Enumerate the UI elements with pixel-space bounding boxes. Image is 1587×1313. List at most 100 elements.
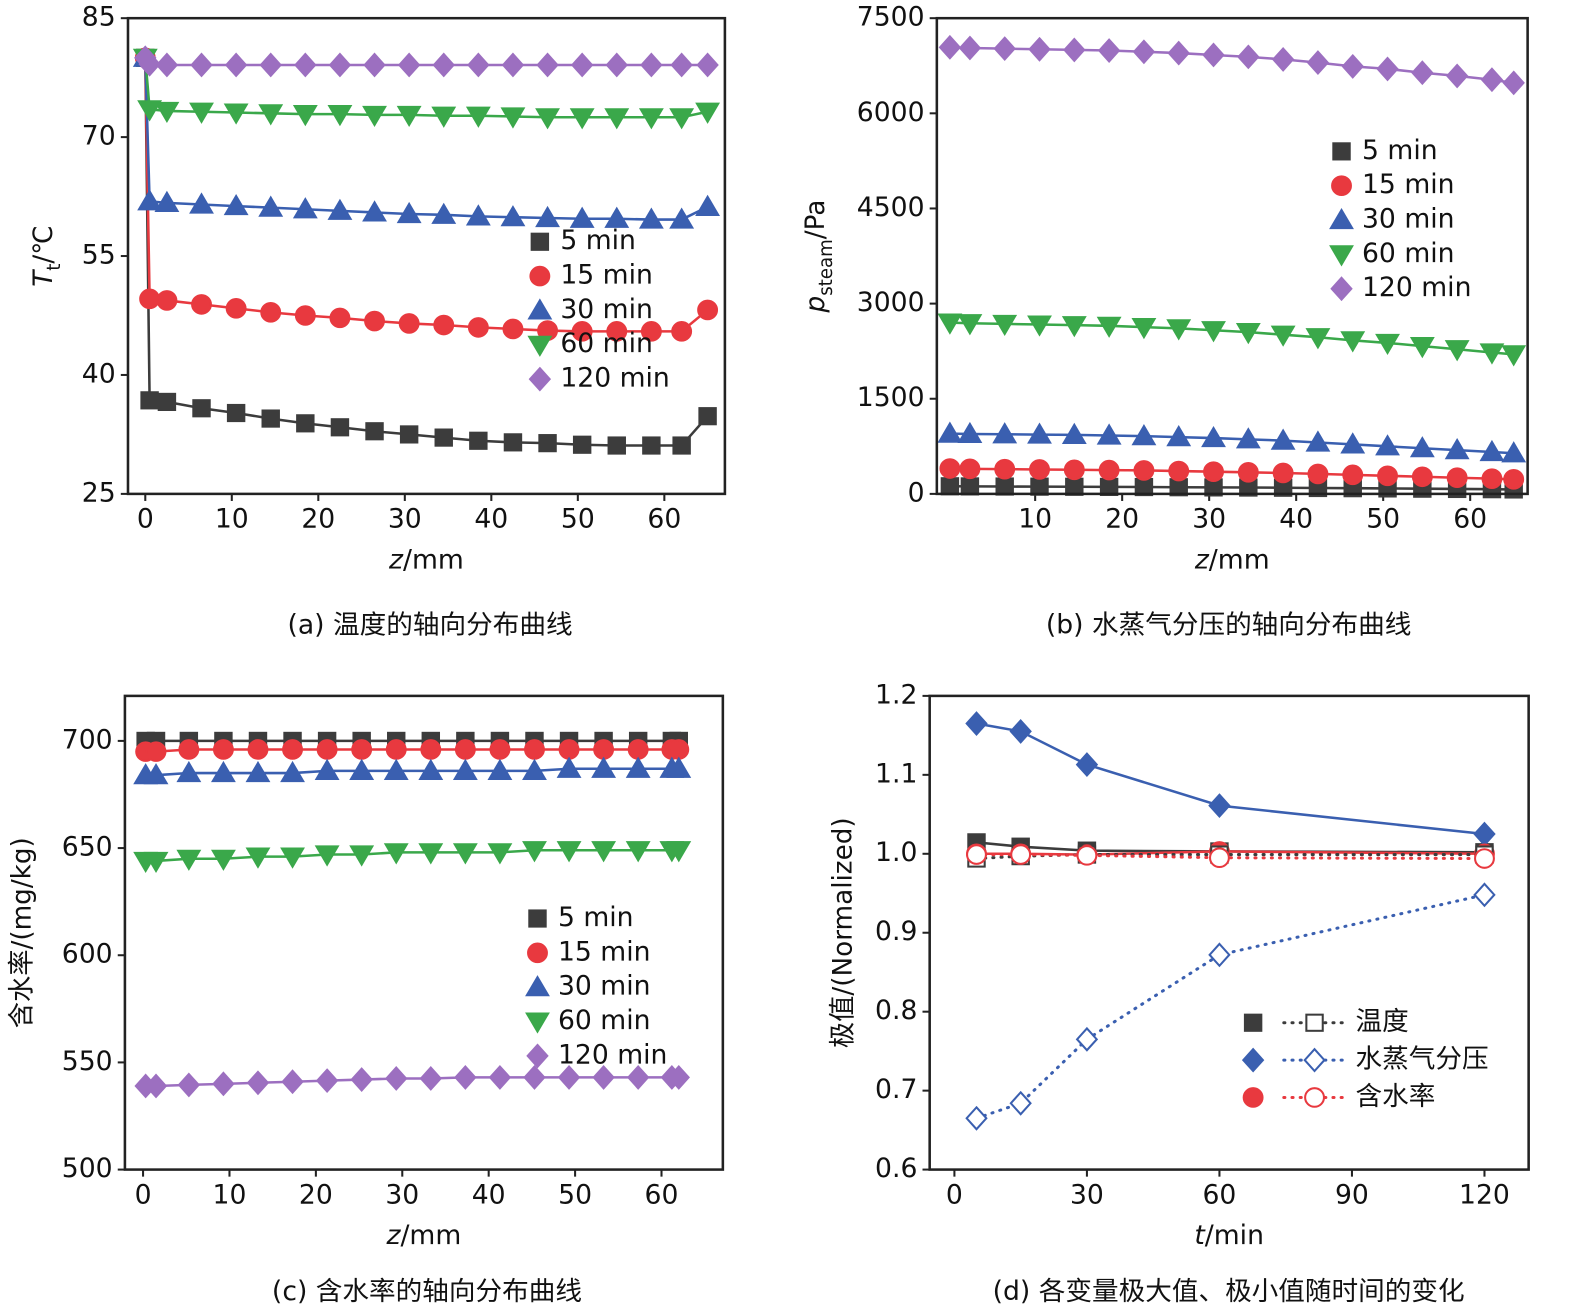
legend-label: 120 min bbox=[560, 363, 669, 394]
data-marker bbox=[467, 52, 490, 78]
data-marker bbox=[995, 477, 1014, 496]
data-marker bbox=[1305, 328, 1331, 350]
data-marker bbox=[1099, 477, 1119, 497]
data-marker bbox=[940, 477, 960, 496]
data-marker bbox=[191, 294, 212, 315]
x-axis-label: z/mm bbox=[385, 1220, 461, 1251]
data-marker bbox=[1340, 331, 1366, 353]
data-marker bbox=[349, 845, 375, 867]
x-axis-label: z/mm bbox=[388, 544, 464, 575]
data-marker bbox=[957, 314, 983, 336]
data-marker bbox=[1096, 423, 1122, 445]
data-marker bbox=[189, 192, 214, 214]
data-marker bbox=[1272, 462, 1294, 484]
data-marker bbox=[314, 845, 340, 867]
x-axis-label: t/min bbox=[1194, 1220, 1264, 1251]
y-tick-label: 3000 bbox=[857, 287, 925, 318]
data-marker bbox=[314, 758, 340, 780]
data-marker bbox=[605, 52, 628, 78]
data-marker bbox=[604, 206, 630, 228]
data-marker bbox=[178, 739, 200, 760]
label-part: z bbox=[385, 1220, 401, 1251]
data-marker bbox=[363, 52, 386, 78]
legend-marker bbox=[528, 909, 547, 928]
data-marker bbox=[992, 422, 1018, 444]
data-marker bbox=[327, 105, 353, 127]
data-marker bbox=[1481, 468, 1503, 489]
data-marker bbox=[939, 458, 961, 479]
min-marker bbox=[1473, 882, 1496, 908]
data-marker bbox=[143, 763, 169, 785]
data-marker bbox=[454, 1064, 477, 1090]
data-marker bbox=[431, 202, 457, 224]
y-tick-label: 0.9 bbox=[875, 916, 917, 947]
data-marker bbox=[258, 104, 284, 126]
data-marker bbox=[192, 399, 211, 418]
data-marker bbox=[365, 422, 384, 441]
x-tick-label: 50 bbox=[561, 504, 595, 535]
data-marker bbox=[666, 841, 692, 863]
x-tick-label: 30 bbox=[388, 504, 422, 535]
data-marker bbox=[570, 52, 594, 78]
data-marker bbox=[1235, 323, 1261, 345]
data-marker bbox=[556, 756, 582, 778]
data-marker bbox=[958, 35, 982, 61]
data-marker bbox=[607, 436, 626, 455]
x-tick-label: 60 bbox=[1453, 504, 1487, 535]
legend-label: 30 min bbox=[558, 971, 651, 1002]
data-marker bbox=[488, 1064, 512, 1090]
y-tick-label: 70 bbox=[82, 121, 116, 152]
data-marker bbox=[1009, 718, 1032, 744]
data-marker bbox=[698, 407, 717, 426]
data-marker bbox=[452, 843, 478, 865]
data-marker bbox=[1166, 319, 1192, 341]
data-marker bbox=[396, 201, 422, 224]
data-marker bbox=[1445, 63, 1469, 89]
data-marker bbox=[383, 843, 409, 865]
data-marker bbox=[138, 51, 161, 77]
legend-marker bbox=[529, 265, 551, 287]
data-marker bbox=[695, 102, 721, 124]
y-tick-label: 500 bbox=[62, 1153, 113, 1184]
data-marker bbox=[281, 1069, 304, 1095]
data-marker bbox=[315, 1068, 339, 1094]
x-tick-label: 30 bbox=[1192, 504, 1226, 535]
legend-marker bbox=[1241, 1047, 1265, 1073]
x-tick-label: 30 bbox=[385, 1179, 419, 1210]
data-marker bbox=[957, 421, 983, 444]
data-marker bbox=[398, 313, 420, 334]
data-marker bbox=[522, 841, 547, 863]
label-part: /min bbox=[1205, 1220, 1264, 1251]
data-marker bbox=[696, 52, 719, 78]
data-marker bbox=[385, 739, 407, 760]
legend-marker bbox=[1330, 276, 1353, 302]
x-tick-label: 60 bbox=[647, 504, 681, 535]
legend-label: 60 min bbox=[1362, 238, 1455, 269]
data-marker bbox=[669, 108, 695, 130]
legend-marker bbox=[528, 366, 552, 392]
legend-marker bbox=[525, 975, 550, 997]
data-marker bbox=[176, 760, 202, 783]
y-tick-label: 0.6 bbox=[875, 1153, 917, 1184]
data-marker bbox=[627, 739, 649, 760]
data-marker bbox=[487, 843, 513, 865]
x-tick-label: 60 bbox=[645, 1179, 679, 1210]
y-tick-label: 0.7 bbox=[875, 1074, 917, 1105]
legend-marker bbox=[1303, 1047, 1326, 1073]
data-marker bbox=[604, 108, 630, 130]
data-marker bbox=[1501, 345, 1527, 367]
x-tick-label: 30 bbox=[1070, 1179, 1104, 1210]
data-marker bbox=[383, 758, 409, 780]
data-marker bbox=[431, 106, 457, 128]
x-tick-label: 20 bbox=[299, 1179, 333, 1210]
legend-marker bbox=[1305, 1013, 1324, 1032]
data-marker bbox=[351, 739, 373, 760]
y-tick-label: 4500 bbox=[857, 192, 925, 223]
data-marker bbox=[330, 418, 350, 437]
data-marker bbox=[938, 34, 962, 60]
plot-frame bbox=[126, 16, 727, 496]
data-marker bbox=[139, 288, 161, 310]
data-marker bbox=[1029, 459, 1050, 480]
data-marker bbox=[1132, 39, 1156, 65]
data-marker bbox=[434, 428, 453, 447]
